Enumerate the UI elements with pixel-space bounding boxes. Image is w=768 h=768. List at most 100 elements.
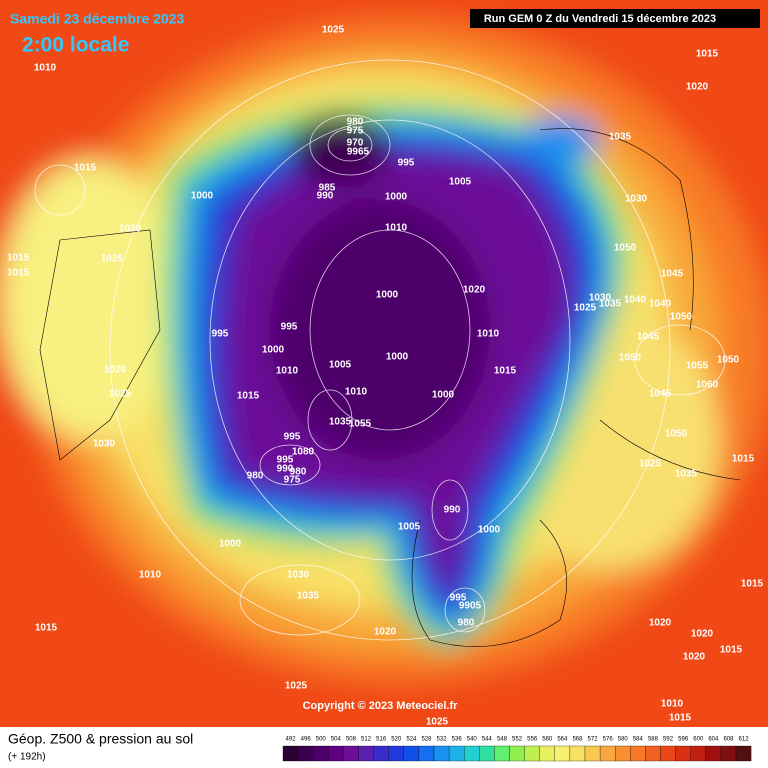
- colorbar-label: 576: [603, 737, 614, 743]
- colorbar-box: [630, 745, 646, 762]
- isobar-label: 1040: [649, 299, 672, 310]
- colorbar-box: [690, 745, 706, 762]
- colorbar-label: 516: [376, 737, 387, 743]
- colorbar-box: [675, 745, 691, 762]
- isobar-label: 1000: [376, 290, 399, 301]
- time: 2:00 locale: [22, 34, 129, 57]
- colorbar-box: [599, 745, 616, 762]
- colorbar-label: 608: [723, 737, 734, 743]
- isobar-label: 1035: [675, 469, 698, 480]
- isobar-label: 1030: [625, 194, 648, 205]
- isobar-label: 995: [284, 432, 301, 443]
- isobar-label: 1015: [732, 454, 755, 465]
- isobar-label: 1020: [686, 82, 709, 93]
- colorbar-box: [282, 745, 299, 762]
- colorbar-box: [539, 745, 555, 762]
- colorbar-label: 552: [512, 737, 523, 743]
- isobar-label: 1050: [717, 355, 740, 366]
- isobar-label: 975: [347, 126, 364, 137]
- colorbar-label: 508: [346, 737, 357, 743]
- isobar-label: 1020: [119, 224, 142, 235]
- isobar-label: 1030: [287, 570, 310, 581]
- colorbar-box: [403, 745, 420, 762]
- isobar-label: 1015: [35, 623, 58, 634]
- isobar-label: 1035: [609, 132, 632, 143]
- isobar-label: 1010: [477, 329, 500, 340]
- isobar-label: 1020: [649, 618, 672, 629]
- isobar-label: 1080: [292, 447, 315, 458]
- isobar-label: 1055: [686, 361, 709, 372]
- isobar-label: 1015: [7, 253, 30, 264]
- isobar-label: 1040: [624, 295, 647, 306]
- isobar-label: 980: [290, 467, 307, 478]
- colorbar-label: 600: [693, 737, 704, 743]
- isobar-label: 1025: [101, 254, 124, 265]
- colorbar-label: 540: [467, 737, 478, 743]
- isobar-label: 1015: [720, 645, 743, 656]
- isobar-label: 1050: [665, 429, 688, 440]
- run: Run GEM 0 Z du Vendredi 15 décembre 2023: [484, 13, 716, 25]
- colorbar-label: 492: [286, 737, 297, 743]
- isobar-label: 1025: [574, 303, 597, 314]
- colorbar: 492 496 500 504 508 512 516 520 524 528 532 536 540 5…: [282, 737, 752, 762]
- colorbar-label: 604: [708, 737, 719, 743]
- isobar-label: 975: [284, 475, 301, 486]
- isobar-label: 1030: [589, 293, 612, 304]
- colorbar-label: 588: [648, 737, 659, 743]
- isobar-label: 980: [458, 618, 475, 629]
- colorbar-label: 580: [618, 737, 629, 743]
- isobar-label: 1025: [322, 25, 345, 36]
- colorbar-box: [328, 745, 344, 762]
- isobar-label: 985: [319, 183, 336, 194]
- colorbar-label: 536: [452, 737, 463, 743]
- colorbar-label: 584: [633, 737, 644, 743]
- isobar-label: 995: [281, 322, 298, 333]
- isobar-label: 9965: [347, 147, 370, 158]
- isobar-label: 1000: [386, 352, 409, 363]
- isobar-label: 1030: [93, 439, 116, 450]
- colorbar-box: [358, 745, 374, 762]
- isobar-label: 995: [450, 593, 467, 604]
- colorbar-box: [313, 745, 329, 762]
- colorbar-label: 504: [331, 737, 342, 743]
- isobar-label: 1010: [661, 699, 684, 710]
- isobar-label: 995: [277, 455, 294, 466]
- isobar-label: 1025: [109, 389, 132, 400]
- isobar-label: 1000: [385, 192, 408, 203]
- colorbar-label: 592: [663, 737, 674, 743]
- colorbar-box: [418, 745, 435, 762]
- isobar-label: 980: [347, 117, 364, 128]
- isobar-label: 1020: [683, 652, 706, 663]
- colorbar-label: 556: [527, 737, 538, 743]
- colorbar-box: [464, 745, 480, 762]
- colorbar-label: 544: [482, 737, 493, 743]
- colorbar-label: 512: [361, 737, 372, 743]
- isobar-label: 1010: [385, 223, 408, 234]
- isobar-label: 1050: [614, 243, 637, 254]
- colorbar-box: [615, 745, 631, 762]
- isobar-label: 9905: [459, 601, 482, 612]
- footer-title: Géop. Z500 & pression au sol: [8, 731, 193, 747]
- isobar-label: 1045: [649, 389, 672, 400]
- colorbar-box: [584, 745, 601, 762]
- isobar-label: 1050: [670, 312, 693, 323]
- isobar-label: 1025: [639, 459, 662, 470]
- isobar-label: 1005: [449, 177, 472, 188]
- footer-lead: (+ 192h): [8, 752, 46, 763]
- isobar-label: 1010: [139, 570, 162, 581]
- isobar-label: 970: [347, 138, 364, 149]
- colorbar-box: [569, 745, 586, 762]
- isobar-label: 1015: [494, 366, 517, 377]
- isobar-label: 1000: [262, 345, 285, 356]
- isobar-label: 1015: [74, 163, 97, 174]
- isobar-label: 1035: [329, 417, 352, 428]
- date: Samedi 23 décembre 2023: [10, 11, 185, 27]
- colorbar-label: 496: [301, 737, 312, 743]
- isobar-label: 1045: [661, 269, 684, 280]
- isobar-label: 1005: [398, 522, 421, 533]
- isobar-label: 1010: [345, 387, 368, 398]
- isobar-label: 1035: [297, 591, 320, 602]
